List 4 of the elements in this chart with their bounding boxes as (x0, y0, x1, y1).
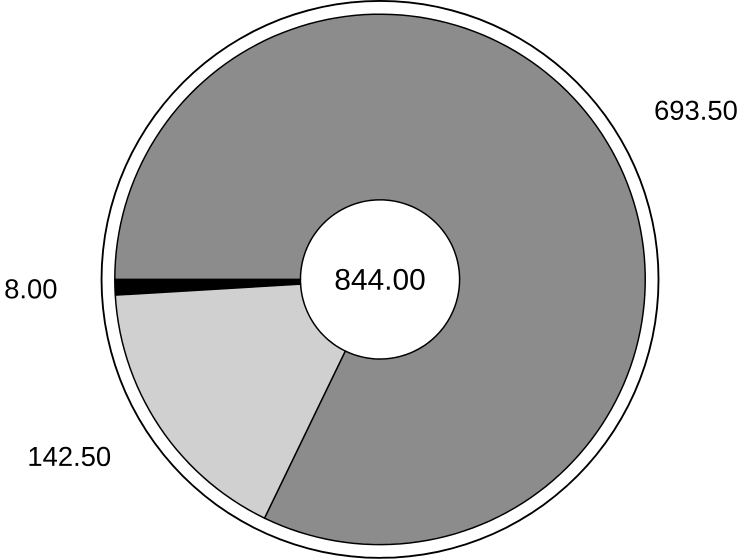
data-label: 142.50 (29, 446, 110, 466)
data-label: 8.00 (5, 279, 56, 299)
text: 844.00 (336, 268, 425, 290)
data-label: 693.50 (655, 100, 737, 120)
